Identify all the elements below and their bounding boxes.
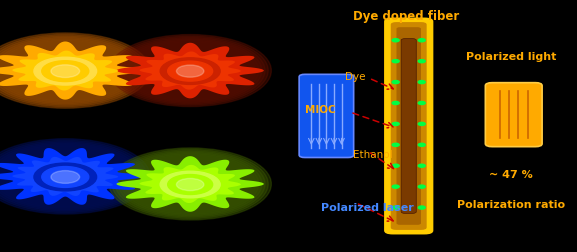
- Circle shape: [34, 57, 96, 85]
- FancyBboxPatch shape: [299, 74, 354, 158]
- Text: Dye: Dye: [344, 72, 365, 82]
- Circle shape: [392, 143, 399, 146]
- Circle shape: [392, 39, 399, 42]
- Circle shape: [0, 139, 150, 214]
- Circle shape: [418, 143, 425, 146]
- Polygon shape: [140, 51, 241, 90]
- FancyBboxPatch shape: [485, 83, 542, 147]
- Circle shape: [42, 61, 89, 82]
- FancyBboxPatch shape: [401, 39, 416, 213]
- Circle shape: [177, 65, 204, 77]
- Circle shape: [168, 175, 213, 195]
- Circle shape: [418, 185, 425, 188]
- Polygon shape: [140, 165, 241, 203]
- FancyBboxPatch shape: [396, 27, 421, 225]
- Circle shape: [112, 149, 268, 218]
- Text: Dye doped fiber: Dye doped fiber: [353, 10, 459, 23]
- FancyBboxPatch shape: [384, 18, 433, 234]
- Circle shape: [392, 185, 399, 188]
- Circle shape: [0, 34, 147, 107]
- Circle shape: [34, 163, 96, 191]
- Circle shape: [418, 122, 425, 125]
- Circle shape: [160, 171, 220, 198]
- Text: Polarized light: Polarized light: [466, 52, 556, 62]
- Circle shape: [51, 171, 80, 183]
- Circle shape: [392, 122, 399, 125]
- Text: Polarized laser: Polarized laser: [321, 203, 414, 213]
- Circle shape: [177, 178, 204, 191]
- Polygon shape: [117, 43, 264, 98]
- Circle shape: [418, 164, 425, 167]
- Circle shape: [125, 42, 256, 100]
- Circle shape: [168, 61, 213, 81]
- Circle shape: [125, 155, 256, 213]
- Circle shape: [109, 148, 271, 220]
- Circle shape: [418, 60, 425, 63]
- Circle shape: [0, 39, 137, 103]
- Circle shape: [418, 206, 425, 209]
- Circle shape: [118, 152, 262, 216]
- Circle shape: [418, 102, 425, 105]
- Circle shape: [118, 39, 262, 102]
- Circle shape: [115, 37, 265, 104]
- Text: Ethanol: Ethanol: [353, 150, 393, 160]
- Polygon shape: [12, 51, 118, 90]
- Circle shape: [0, 40, 134, 101]
- Circle shape: [392, 102, 399, 105]
- Circle shape: [122, 40, 259, 101]
- Circle shape: [51, 65, 80, 78]
- Polygon shape: [0, 42, 143, 100]
- Circle shape: [392, 164, 399, 167]
- Circle shape: [392, 60, 399, 63]
- Circle shape: [418, 39, 425, 42]
- Circle shape: [392, 206, 399, 209]
- Circle shape: [0, 142, 144, 211]
- Circle shape: [0, 33, 150, 108]
- Circle shape: [42, 167, 89, 187]
- Text: MIOC: MIOC: [305, 105, 336, 115]
- Circle shape: [0, 37, 140, 104]
- Text: ~ 47 %: ~ 47 %: [489, 170, 533, 180]
- Text: Polarization ratio: Polarization ratio: [457, 200, 565, 210]
- Circle shape: [0, 140, 147, 213]
- Polygon shape: [12, 157, 118, 196]
- Circle shape: [112, 36, 268, 105]
- Circle shape: [0, 143, 140, 210]
- Circle shape: [0, 36, 144, 105]
- Polygon shape: [117, 156, 264, 212]
- Polygon shape: [0, 148, 143, 205]
- Circle shape: [392, 81, 399, 84]
- Circle shape: [0, 145, 137, 208]
- Circle shape: [109, 35, 271, 107]
- Circle shape: [122, 153, 259, 214]
- Circle shape: [160, 58, 220, 84]
- Circle shape: [115, 151, 265, 217]
- Circle shape: [0, 146, 134, 207]
- FancyBboxPatch shape: [391, 22, 426, 230]
- Circle shape: [418, 81, 425, 84]
